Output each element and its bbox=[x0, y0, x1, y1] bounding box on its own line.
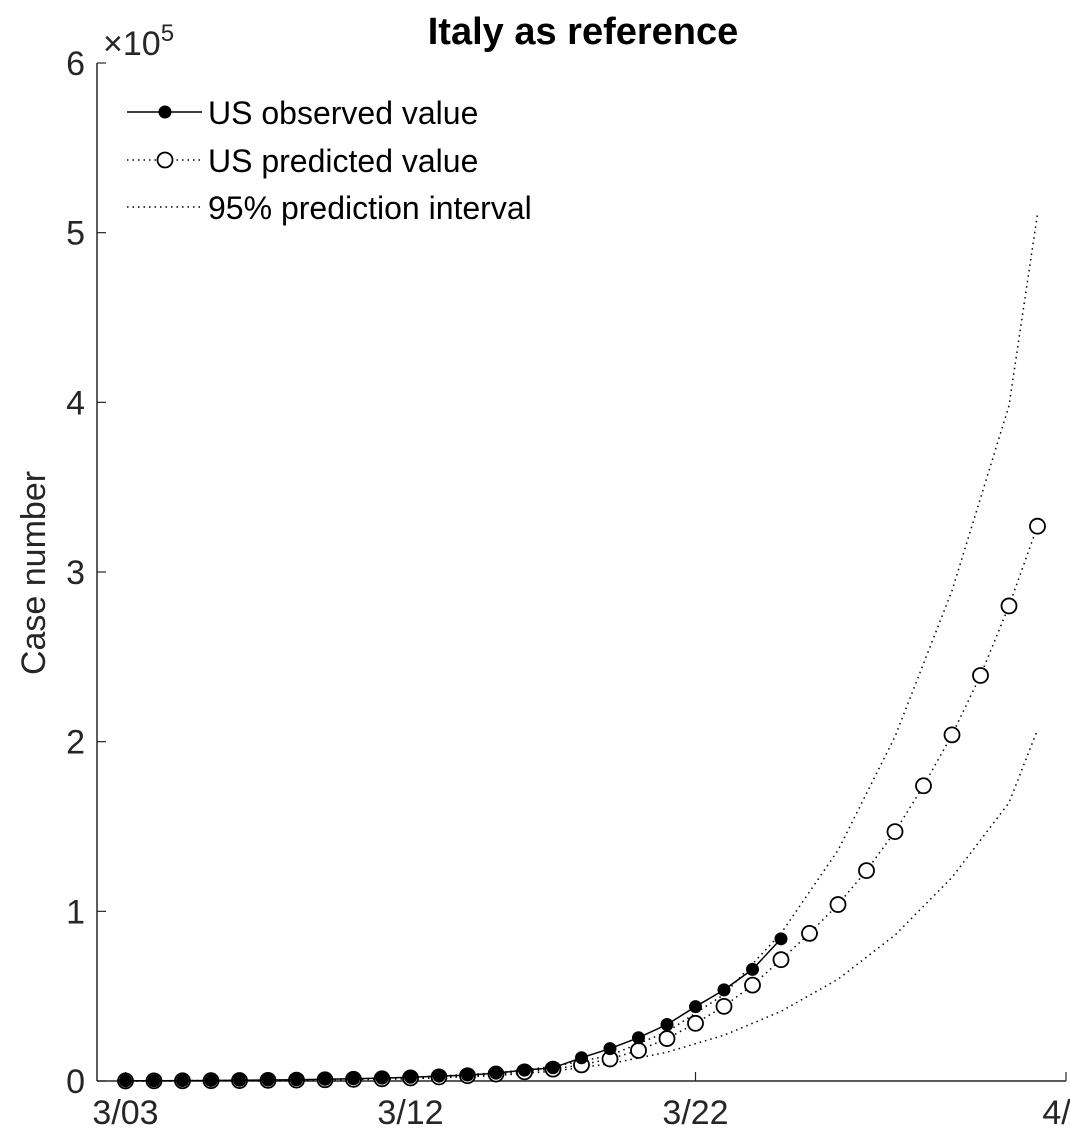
predicted-point bbox=[687, 1014, 704, 1032]
observed-point bbox=[461, 1068, 474, 1082]
predicted-point bbox=[1029, 517, 1046, 535]
predicted-point bbox=[943, 726, 961, 744]
observed-point bbox=[204, 1073, 218, 1087]
legend-interval-label: 95% prediction interval bbox=[208, 190, 532, 226]
x-tick-label: 3/03 bbox=[92, 1094, 158, 1132]
observed-point bbox=[261, 1073, 275, 1087]
predicted-point bbox=[886, 823, 904, 840]
observed-point bbox=[119, 1074, 132, 1088]
predicted-point bbox=[829, 896, 847, 913]
y-tick-label: 3 bbox=[66, 554, 85, 592]
legend-observed-marker bbox=[158, 105, 172, 119]
predicted-point bbox=[915, 777, 932, 795]
y-axis-multiplier: ×105 bbox=[103, 20, 174, 63]
y-tick-label: 5 bbox=[66, 215, 85, 253]
observed-point bbox=[632, 1031, 645, 1045]
y-axis-label: Case number bbox=[15, 471, 53, 675]
y-axis-multiplier-exponent: 5 bbox=[161, 20, 174, 47]
observed-point bbox=[546, 1061, 560, 1075]
observed-point bbox=[432, 1069, 446, 1083]
predicted-point bbox=[744, 976, 761, 994]
predicted-point bbox=[715, 997, 733, 1015]
legend-predicted-marker bbox=[156, 151, 174, 169]
y-tick-label: 4 bbox=[66, 384, 85, 422]
observed-point bbox=[290, 1073, 303, 1087]
observed-point bbox=[176, 1074, 189, 1088]
predicted-point bbox=[801, 924, 818, 942]
observed-point bbox=[575, 1051, 588, 1065]
legend-observed-label: US observed value bbox=[208, 95, 478, 131]
observed-point bbox=[147, 1074, 161, 1088]
legend-predicted-label: US predicted value bbox=[208, 143, 478, 179]
observed-point bbox=[518, 1063, 531, 1077]
x-tick-label: 3/12 bbox=[377, 1094, 443, 1132]
observed-point bbox=[375, 1071, 389, 1085]
x-tick-label: 3/22 bbox=[662, 1094, 728, 1132]
observed-point bbox=[746, 962, 759, 976]
y-axis-multiplier-base: ×10 bbox=[103, 25, 161, 63]
observed-point bbox=[233, 1073, 246, 1087]
predicted-point bbox=[630, 1042, 647, 1059]
observed-point bbox=[660, 1018, 674, 1032]
observed-point bbox=[717, 983, 731, 997]
observed-point bbox=[774, 932, 788, 946]
y-tick-label: 2 bbox=[66, 724, 85, 762]
observed-point bbox=[347, 1072, 360, 1086]
x-tick-label: 4/4 bbox=[1042, 1094, 1070, 1132]
predicted-point bbox=[972, 667, 989, 684]
legend: US observed value US predicted value 95%… bbox=[127, 95, 532, 226]
chart-title: Italy as reference bbox=[428, 11, 739, 53]
interval-lower-line bbox=[125, 729, 1039, 1082]
observed-point bbox=[489, 1066, 503, 1080]
predicted-point bbox=[858, 862, 875, 880]
observed-point bbox=[318, 1072, 332, 1086]
y-tick-label: 0 bbox=[66, 1063, 85, 1101]
predicted-point bbox=[658, 1030, 676, 1047]
predicted-point bbox=[1000, 597, 1018, 615]
plot-area: 0 1 2 3 4 5 6 3/03 3/12 3/22 4/4 bbox=[66, 45, 1070, 1132]
predicted-point bbox=[772, 951, 790, 969]
y-tick-label: 1 bbox=[66, 893, 85, 931]
observed-point bbox=[689, 1000, 702, 1014]
observed-point bbox=[603, 1042, 617, 1056]
observed-point bbox=[404, 1070, 417, 1084]
y-tick-label: 6 bbox=[66, 45, 85, 83]
